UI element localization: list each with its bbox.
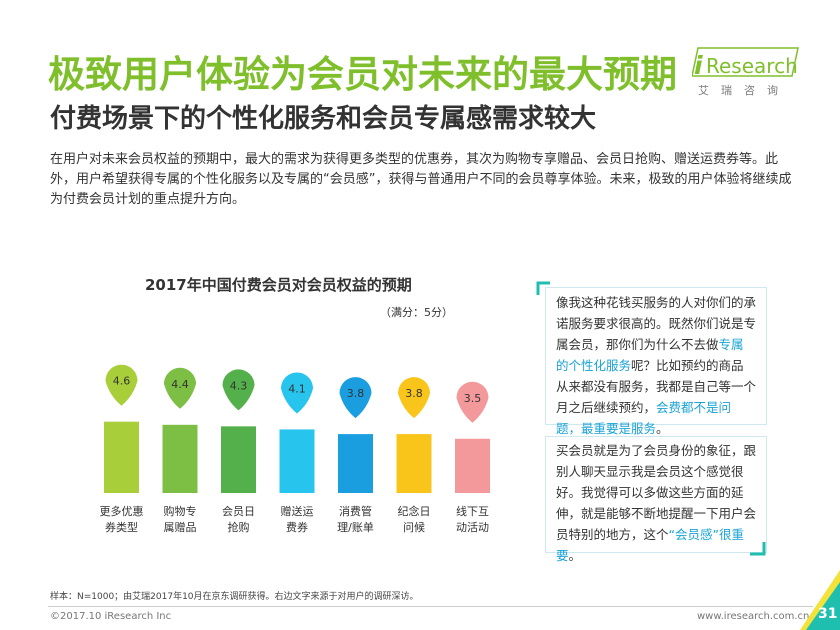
value-marker-pin bbox=[222, 369, 255, 411]
data-label: 3.8 bbox=[347, 387, 365, 400]
chart-bar bbox=[455, 438, 490, 493]
category-label: 抢购 bbox=[228, 520, 250, 534]
category-label: 属赠品 bbox=[164, 520, 197, 534]
chart-bar bbox=[221, 426, 256, 493]
quote-1-text: 像我这种花钱买服务的人对你们的承诺服务要求很高的。既然你们说是专属会员，那你们为… bbox=[556, 295, 756, 436]
chart-bar bbox=[279, 429, 315, 493]
category-label: 消费管 bbox=[339, 504, 372, 518]
page-corner-decoration bbox=[800, 570, 840, 630]
data-label: 4.1 bbox=[288, 382, 306, 395]
logo-subtitle: 艾瑞咨询 bbox=[698, 84, 790, 97]
data-label: 4.6 bbox=[113, 375, 131, 388]
value-marker-pin bbox=[281, 372, 313, 414]
data-label: 4.3 bbox=[230, 379, 248, 392]
chart-title: 2017年中国付费会员对会员权益的预期 bbox=[145, 276, 412, 294]
interview-quote-2: 买会员就是为了会员身份的象征，跟别人聊天显示我是会员这个感觉很好。我觉得可以多做… bbox=[545, 436, 767, 563]
quote-highlight: 专属的个性化服务 bbox=[556, 337, 744, 373]
category-label: 问候 bbox=[403, 520, 425, 534]
value-marker-pin bbox=[456, 381, 489, 423]
category-label: 费券 bbox=[286, 520, 308, 534]
category-label: 赠送运 bbox=[281, 504, 314, 518]
page-title: 极致用户体验为会员对未来的最大预期 bbox=[48, 53, 677, 96]
chart-bar bbox=[396, 434, 432, 493]
quote-segment: 像我这种花钱买服务的人对你们的承诺服务要求很高的。既然你们说是专属会员，那你们为… bbox=[556, 295, 757, 352]
chart-bar bbox=[338, 434, 373, 493]
category-label: 更多优惠 bbox=[100, 504, 144, 518]
page-subtitle: 付费场景下的个性化服务和会员专属感需求较大 bbox=[50, 104, 597, 134]
website-link[interactable]: www.iresearch.com.cn bbox=[697, 611, 810, 622]
logo-mark: i bbox=[694, 51, 703, 80]
quote-corner-icon bbox=[750, 542, 766, 556]
data-label: 4.4 bbox=[171, 378, 189, 391]
intro-paragraph: 在用户对未来会员权益的预期中，最大的需求为获得更多类型的优惠券，其次为购物专享赠… bbox=[50, 152, 792, 207]
logo-banner-shape bbox=[692, 47, 799, 77]
quote-segment: 呢？比如预约的商品从来都没有服务，我都是自己等一个月之后继续预约， bbox=[556, 358, 757, 415]
value-marker-pin bbox=[339, 377, 372, 419]
iresearch-logo: i Research 艾瑞咨询 bbox=[692, 46, 800, 98]
quote-segment: 。 bbox=[568, 548, 582, 563]
value-marker-pin bbox=[164, 367, 196, 409]
category-label: 线下互 bbox=[456, 504, 489, 518]
data-label: 3.5 bbox=[464, 392, 482, 405]
chart-unit-note: （满分：5分） bbox=[380, 306, 453, 319]
category-label: 会员日 bbox=[222, 505, 255, 518]
data-label: 3.8 bbox=[405, 387, 423, 400]
category-label: 购物专 bbox=[164, 504, 197, 518]
value-marker-pin bbox=[398, 377, 430, 419]
quote-corner-icon bbox=[536, 281, 550, 295]
quote-highlight: “会员感”很重要 bbox=[556, 527, 744, 563]
quote-segment: 。 bbox=[656, 421, 669, 436]
footer-divider bbox=[48, 606, 813, 607]
chart-bar bbox=[162, 424, 198, 493]
quote-2-text: 买会员就是为了会员身份的象征，跟别人聊天显示我是会员这个感觉很好。我觉得可以多做… bbox=[556, 443, 756, 563]
sample-footnote: 样本：N=1000；由艾瑞2017年10月在京东调研获得。右边文字来源于对用户的… bbox=[50, 592, 419, 602]
logo-wordmark: Research bbox=[706, 54, 798, 78]
quote-highlight: 会费都不是问题，最重要是服务 bbox=[556, 400, 732, 436]
value-marker-pin bbox=[105, 364, 138, 406]
category-label: 券类型 bbox=[105, 520, 138, 534]
category-label: 理/账单 bbox=[337, 521, 374, 534]
category-label: 纪念日 bbox=[398, 504, 431, 518]
category-label: 动活动 bbox=[456, 521, 489, 534]
copyright-text: ©2017.10 iResearch Inc bbox=[50, 611, 172, 622]
page-number: 31 bbox=[818, 606, 838, 622]
chart-bar bbox=[104, 421, 139, 493]
quote-segment: 买会员就是为了会员身份的象征，跟别人聊天显示我是会员这个感觉很好。我觉得可以多做… bbox=[556, 443, 757, 542]
interview-quote-1: 像我这种花钱买服务的人对你们的承诺服务要求很高的。既然你们说是专属会员，那你们为… bbox=[545, 287, 767, 436]
